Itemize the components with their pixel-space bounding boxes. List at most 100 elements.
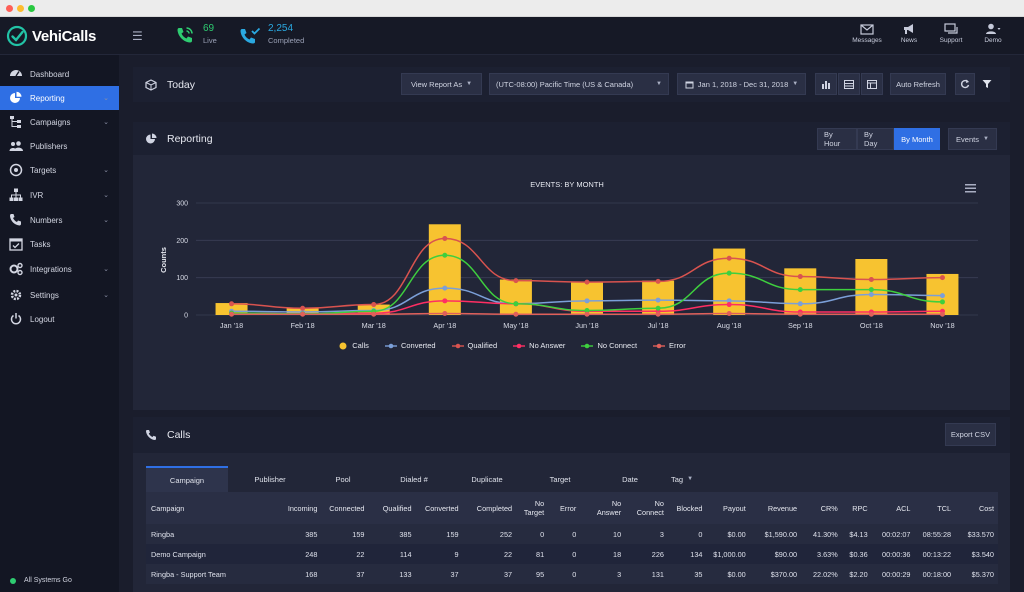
minimize-window-icon[interactable] [17, 5, 24, 12]
column-header[interactable]: Qualified [368, 492, 415, 524]
data-point[interactable] [300, 305, 306, 311]
column-header[interactable]: TCL [914, 492, 955, 524]
column-header[interactable]: No Target [516, 492, 548, 524]
data-point[interactable] [797, 274, 803, 280]
data-point[interactable] [655, 297, 661, 303]
completed-calls-stat[interactable]: 2,254 Completed [238, 23, 304, 46]
by-day-button[interactable]: By Day [857, 128, 894, 150]
data-point[interactable] [655, 311, 661, 317]
column-header[interactable]: Payout [706, 492, 749, 524]
data-point[interactable] [584, 298, 590, 304]
by-month-button[interactable]: By Month [894, 128, 940, 150]
data-point[interactable] [726, 255, 732, 261]
data-point[interactable] [868, 291, 874, 297]
data-point[interactable] [868, 277, 874, 283]
data-point[interactable] [229, 311, 235, 317]
column-header[interactable]: Error [548, 492, 580, 524]
vehicalls-logo[interactable]: VehiCalls [6, 25, 96, 47]
calls-bar[interactable] [499, 279, 532, 315]
tab-campaign[interactable]: Campaign [146, 466, 228, 492]
tab-dialed[interactable]: Dialed # [374, 466, 454, 492]
sidebar-item-numbers[interactable]: Numbers ⌄ [0, 208, 119, 232]
sidebar-item-dashboard[interactable]: Dashboard [0, 62, 119, 86]
data-point[interactable] [939, 299, 945, 305]
data-point[interactable] [442, 252, 448, 258]
user-menu-button[interactable]: Demo [972, 23, 1014, 44]
data-point[interactable] [442, 298, 448, 304]
column-header[interactable]: No Answer [580, 492, 625, 524]
data-point[interactable] [868, 311, 874, 317]
sidebar-item-reporting[interactable]: Reporting ⌄ [0, 86, 119, 110]
table-view-button[interactable] [838, 73, 860, 95]
table-row[interactable]: Ringba - Support Team 168 37 133 37 37 95 0 3 131… [146, 564, 998, 584]
tab-date[interactable]: Date [600, 466, 660, 492]
column-header[interactable]: Converted [416, 492, 463, 524]
data-point[interactable] [726, 302, 732, 308]
by-hour-button[interactable]: By Hour [817, 128, 857, 150]
tab-target[interactable]: Target [520, 466, 600, 492]
data-point[interactable] [513, 301, 519, 307]
data-point[interactable] [584, 311, 590, 317]
data-point[interactable] [371, 311, 377, 317]
data-point[interactable] [584, 279, 590, 285]
column-header[interactable]: CR% [801, 492, 842, 524]
filter-icon[interactable] [982, 79, 992, 91]
data-point[interactable] [797, 301, 803, 307]
chart-menu-icon[interactable] [965, 184, 976, 193]
data-point[interactable] [442, 235, 448, 241]
sidebar-item-settings[interactable]: Settings ⌄ [0, 283, 119, 307]
refresh-button[interactable] [955, 73, 975, 95]
calls-bar[interactable] [855, 259, 888, 315]
data-point[interactable] [655, 278, 661, 284]
data-point[interactable] [726, 298, 732, 304]
messages-button[interactable]: Messages [846, 23, 888, 44]
data-point[interactable] [939, 311, 945, 317]
column-header[interactable]: Campaign [146, 492, 274, 524]
sidebar-item-publishers[interactable]: Publishers [0, 134, 119, 158]
sidebar-item-targets[interactable]: Targets ⌄ [0, 158, 119, 182]
sidebar-item-tasks[interactable]: Tasks [0, 232, 119, 256]
data-point[interactable] [229, 301, 235, 307]
data-point[interactable] [513, 278, 519, 284]
events-dropdown[interactable]: Events ▼ [948, 128, 997, 150]
auto-refresh-button[interactable]: Auto Refresh [890, 73, 946, 95]
column-header[interactable]: Completed [463, 492, 516, 524]
data-point[interactable] [797, 287, 803, 293]
tab-duplicate[interactable]: Duplicate [454, 466, 520, 492]
column-header[interactable]: Cost [955, 492, 998, 524]
column-header[interactable]: No Connect [625, 492, 668, 524]
timezone-select[interactable]: (UTC-08:00) Pacific Time (US & Canada) ▼ [489, 73, 669, 95]
data-point[interactable] [442, 285, 448, 291]
close-window-icon[interactable] [6, 5, 13, 12]
column-header[interactable]: ACL [872, 492, 915, 524]
column-header[interactable]: Revenue [750, 492, 801, 524]
table-row[interactable]: Demo Campaign 248 22 114 9 22 81 0 18 226 134 $1,00… [146, 544, 998, 564]
sidebar-item-ivr[interactable]: IVR ⌄ [0, 183, 119, 207]
tab-publisher[interactable]: Publisher [228, 466, 312, 492]
sidebar-item-integrations[interactable]: Integrations ⌄ [0, 257, 119, 281]
tab-tag[interactable]: Tag ▼ [660, 466, 704, 492]
legend-item-no-connect[interactable]: No Connect [581, 341, 637, 350]
column-header[interactable]: Connected [321, 492, 368, 524]
data-point[interactable] [300, 311, 306, 317]
support-button[interactable]: Support [930, 23, 972, 44]
legend-item-qualified[interactable]: Qualified [451, 341, 497, 350]
bar-chart-view-button[interactable] [815, 73, 837, 95]
data-point[interactable] [371, 302, 377, 308]
data-point[interactable] [584, 308, 590, 314]
data-point[interactable] [797, 311, 803, 317]
tab-pool[interactable]: Pool [312, 466, 374, 492]
table-row[interactable]: Ringba 385 159 385 159 252 0 0 10 3 0 $0.00 $1,590.0… [146, 524, 998, 544]
data-point[interactable] [939, 275, 945, 281]
data-point[interactable] [442, 311, 448, 317]
legend-item-no-answer[interactable]: No Answer [513, 341, 565, 350]
column-header[interactable]: Incoming [274, 492, 321, 524]
maximize-window-icon[interactable] [28, 5, 35, 12]
data-point[interactable] [726, 270, 732, 276]
column-header[interactable]: RPC [842, 492, 872, 524]
list-view-button[interactable] [861, 73, 883, 95]
news-button[interactable]: News [888, 23, 930, 44]
legend-item-calls[interactable]: Calls [338, 341, 369, 350]
legend-item-error[interactable]: Error [653, 341, 686, 350]
column-header[interactable]: Blocked [668, 492, 707, 524]
